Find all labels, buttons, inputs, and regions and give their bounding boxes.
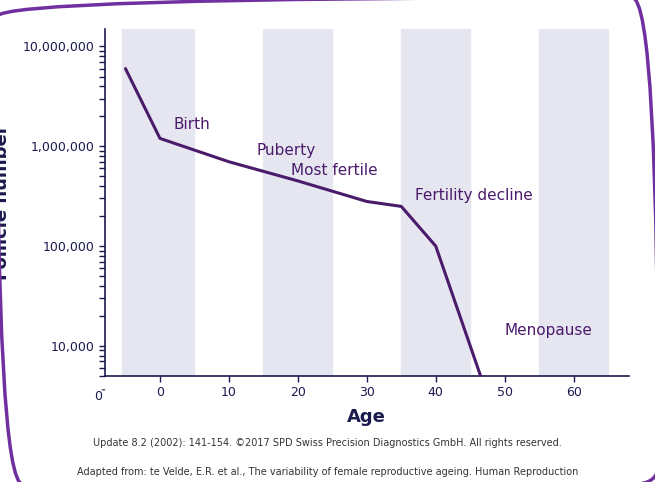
X-axis label: Age: Age xyxy=(347,408,386,426)
Bar xyxy=(122,29,195,376)
Text: Fertility decline: Fertility decline xyxy=(415,188,533,203)
Bar xyxy=(402,29,470,376)
Bar xyxy=(263,29,332,376)
Bar xyxy=(539,29,608,376)
Text: Adapted from: te Velde, E.R. et al., The variability of female reproductive agei: Adapted from: te Velde, E.R. et al., The… xyxy=(77,467,578,477)
Text: Puberty: Puberty xyxy=(257,143,316,158)
Text: Menopause: Menopause xyxy=(505,322,593,337)
Text: Birth: Birth xyxy=(174,117,210,132)
Text: Update 8.2 (2002): 141-154. ©2017 SPD Swiss Precision Diagnostics GmbH. All righ: Update 8.2 (2002): 141-154. ©2017 SPD Sw… xyxy=(93,438,562,448)
Y-axis label: Follicle number: Follicle number xyxy=(0,125,11,280)
Text: Most fertile: Most fertile xyxy=(291,162,377,178)
Text: 0: 0 xyxy=(94,390,102,403)
